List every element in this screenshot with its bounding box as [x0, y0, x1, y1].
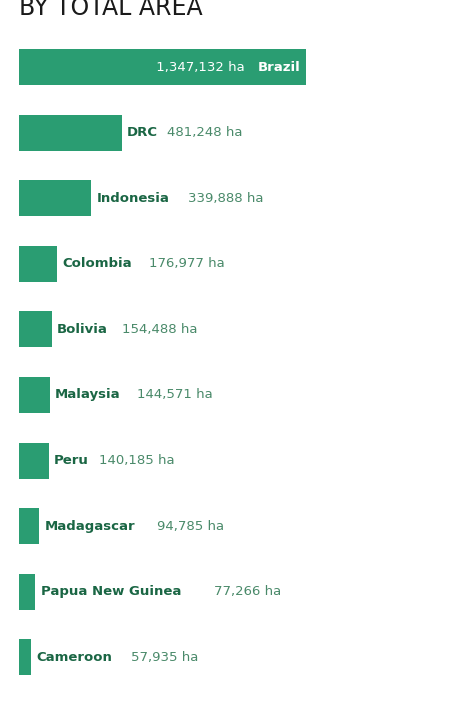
Bar [19, 49, 306, 85]
Bar [19, 639, 31, 675]
Bar [19, 573, 36, 609]
Bar [19, 311, 52, 347]
Text: Papua New Guinea: Papua New Guinea [41, 585, 181, 598]
Text: Malaysia: Malaysia [55, 389, 120, 402]
Bar [19, 377, 50, 413]
Text: 1,347,132 ha: 1,347,132 ha [152, 61, 245, 74]
Text: Peru: Peru [54, 454, 89, 467]
Text: Colombia: Colombia [62, 257, 131, 270]
Text: Indonesia: Indonesia [97, 192, 170, 205]
Text: Brazil: Brazil [258, 61, 301, 74]
Bar [19, 508, 39, 544]
Bar [19, 443, 49, 479]
Text: 94,785 ha: 94,785 ha [157, 520, 224, 532]
Text: 77,266 ha: 77,266 ha [214, 585, 281, 598]
Text: 176,977 ha: 176,977 ha [149, 257, 225, 270]
Text: 481,248 ha: 481,248 ha [167, 126, 243, 139]
Bar [19, 246, 57, 282]
Text: 339,888 ha: 339,888 ha [188, 192, 264, 205]
Text: Madagascar: Madagascar [45, 520, 135, 532]
Text: 140,185 ha: 140,185 ha [99, 454, 175, 467]
Text: DRC: DRC [127, 126, 158, 139]
Bar [19, 180, 91, 216]
Bar [19, 115, 122, 151]
Text: BY TOTAL AREA: BY TOTAL AREA [19, 0, 202, 20]
Text: Bolivia: Bolivia [57, 323, 108, 336]
Text: 144,571 ha: 144,571 ha [137, 389, 213, 402]
Text: 154,488 ha: 154,488 ha [122, 323, 197, 336]
Text: Cameroon: Cameroon [36, 651, 112, 664]
Text: 57,935 ha: 57,935 ha [131, 651, 199, 664]
